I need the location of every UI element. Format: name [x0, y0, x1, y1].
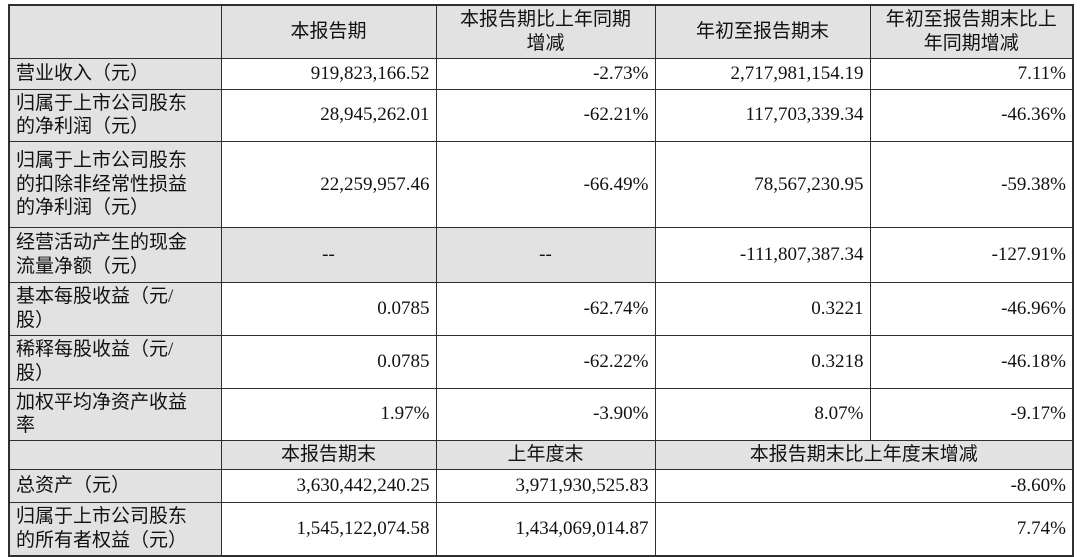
value-period-end: 1,545,122,074.58: [220, 502, 437, 556]
value-period-end-change: 7.74%: [654, 502, 1074, 556]
value-ytd-yoy-change: -46.96%: [869, 282, 1074, 336]
header-cell-yoy-change: 本报告期比上年同期 增减: [435, 4, 656, 59]
value-yoy-change: -66.49%: [435, 141, 656, 228]
financial-summary-table: 本报告期 本报告期比上年同期 增减 年初至报告期末 年初至报告期末比上 年同期增…: [8, 4, 1074, 557]
row-label: 基本每股收益（元/ 股）: [8, 282, 222, 336]
header-cell-period-end: 本报告期末: [220, 440, 437, 470]
value-current-period: --: [220, 227, 437, 283]
value-ytd: 117,703,339.34: [654, 88, 871, 142]
table-header-row-period-end: 本报告期末 上年度末 本报告期末比上年度末增减: [8, 440, 1074, 470]
value-ytd: 0.3218: [654, 334, 871, 389]
value-ytd-yoy-change: -59.38%: [869, 141, 1074, 228]
table-row-revenue: 营业收入（元） 919,823,166.52 -2.73% 2,717,981,…: [8, 57, 1074, 90]
table-row-operating-cash-flow: 经营活动产生的现金 流量净额（元） -- -- -111,807,387.34 …: [8, 227, 1074, 283]
table-row-owners-equity: 归属于上市公司股东 的所有者权益（元） 1,545,122,074.58 1,4…: [8, 502, 1074, 556]
table-row-weighted-avg-roe: 加权平均净资产收益 率 1.97% -3.90% 8.07% -9.17%: [8, 387, 1074, 441]
header-cell-prev-year-end: 上年度末: [435, 440, 656, 470]
value-yoy-change: -62.74%: [435, 282, 656, 336]
row-label: 加权平均净资产收益 率: [8, 387, 222, 441]
value-period-end-change: -8.60%: [654, 469, 1074, 503]
value-current-period: 28,945,262.01: [220, 88, 437, 142]
table-row-net-profit-excl-nonrecurring: 归属于上市公司股东 的扣除非经常性损益 的净利润（元） 22,259,957.4…: [8, 141, 1074, 228]
value-ytd: -111,807,387.34: [654, 227, 871, 283]
header-cell-ytd-yoy-change: 年初至报告期末比上 年同期增减: [869, 4, 1074, 59]
row-label: 归属于上市公司股东 的净利润（元）: [8, 88, 222, 142]
value-ytd-yoy-change: -46.36%: [869, 88, 1074, 142]
row-label: 归属于上市公司股东 的所有者权益（元）: [8, 502, 222, 556]
value-prev-year-end: 1,434,069,014.87: [435, 502, 656, 556]
value-yoy-change: -62.22%: [435, 334, 656, 389]
table-header-row-period: 本报告期 本报告期比上年同期 增减 年初至报告期末 年初至报告期末比上 年同期增…: [8, 4, 1074, 59]
value-yoy-change: -3.90%: [435, 387, 656, 441]
value-yoy-change: -2.73%: [435, 57, 656, 90]
row-label: 经营活动产生的现金 流量净额（元）: [8, 227, 222, 283]
table-row-diluted-eps: 稀释每股收益（元/ 股） 0.0785 -62.22% 0.3218 -46.1…: [8, 334, 1074, 389]
value-yoy-change: -62.21%: [435, 88, 656, 142]
value-current-period: 1.97%: [220, 387, 437, 441]
value-ytd: 8.07%: [654, 387, 871, 441]
value-ytd-yoy-change: -46.18%: [869, 334, 1074, 389]
header-cell-empty: [8, 440, 222, 470]
value-ytd-yoy-change: 7.11%: [869, 57, 1074, 90]
header-cell-empty: [8, 4, 222, 59]
value-ytd: 78,567,230.95: [654, 141, 871, 228]
value-prev-year-end: 3,971,930,525.83: [435, 469, 656, 503]
value-ytd: 2,717,981,154.19: [654, 57, 871, 90]
value-ytd: 0.3221: [654, 282, 871, 336]
value-period-end: 3,630,442,240.25: [220, 469, 437, 503]
row-label: 归属于上市公司股东 的扣除非经常性损益 的净利润（元）: [8, 141, 222, 228]
header-cell-period-end-change: 本报告期末比上年度末增减: [654, 440, 1074, 470]
row-label: 营业收入（元）: [8, 57, 222, 90]
value-ytd-yoy-change: -127.91%: [869, 227, 1074, 283]
header-cell-ytd: 年初至报告期末: [654, 4, 871, 59]
value-ytd-yoy-change: -9.17%: [869, 387, 1074, 441]
row-label: 稀释每股收益（元/ 股）: [8, 334, 222, 389]
value-yoy-change: --: [435, 227, 656, 283]
table-row-basic-eps: 基本每股收益（元/ 股） 0.0785 -62.74% 0.3221 -46.9…: [8, 282, 1074, 336]
table-row-net-profit: 归属于上市公司股东 的净利润（元） 28,945,262.01 -62.21% …: [8, 88, 1074, 142]
value-current-period: 0.0785: [220, 282, 437, 336]
table-row-total-assets: 总资产（元） 3,630,442,240.25 3,971,930,525.83…: [8, 469, 1074, 503]
value-current-period: 919,823,166.52: [220, 57, 437, 90]
value-current-period: 22,259,957.46: [220, 141, 437, 228]
header-cell-current-period: 本报告期: [220, 4, 437, 59]
value-current-period: 0.0785: [220, 334, 437, 389]
row-label: 总资产（元）: [8, 469, 222, 503]
